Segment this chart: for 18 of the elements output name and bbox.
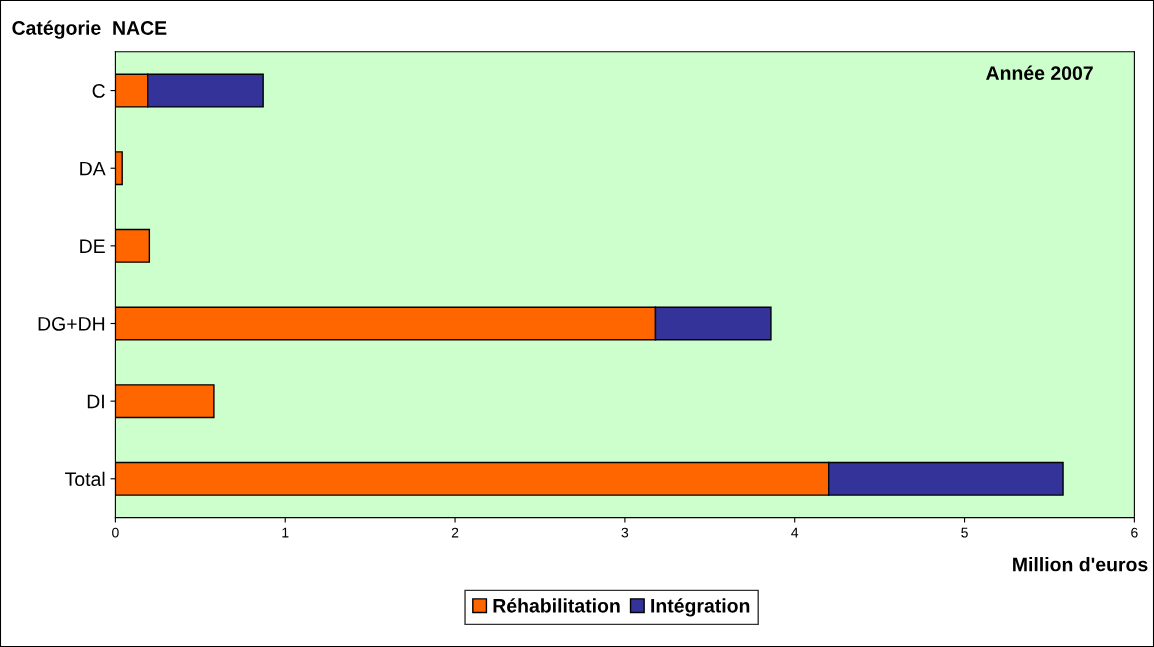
legend-label: Réhabilitation: [493, 598, 620, 613]
x-tick-label: 0: [112, 527, 119, 538]
y-tick-label: Total: [65, 471, 105, 487]
x-tick-label: 2: [451, 527, 459, 538]
y-tick-label: DG+DH: [38, 316, 105, 331]
x-tick-label: 3: [621, 527, 629, 538]
x-tick-label: 4: [791, 527, 799, 538]
x-tick-label: 5: [961, 527, 968, 538]
y-axis-title: Catégorie NACE: [12, 20, 167, 39]
annotation: Année 2007: [986, 65, 1093, 81]
x-axis-title: Million d'euros: [1013, 557, 1148, 572]
legend-label: Intégration: [651, 598, 750, 617]
x-tick-label: 1: [282, 527, 289, 538]
y-tick-label: C: [92, 84, 105, 98]
x-tick-label: 6: [1131, 527, 1138, 538]
y-tick-label: DI: [87, 394, 104, 409]
y-tick-label: DE: [80, 239, 105, 253]
y-tick-label: DA: [80, 161, 106, 176]
